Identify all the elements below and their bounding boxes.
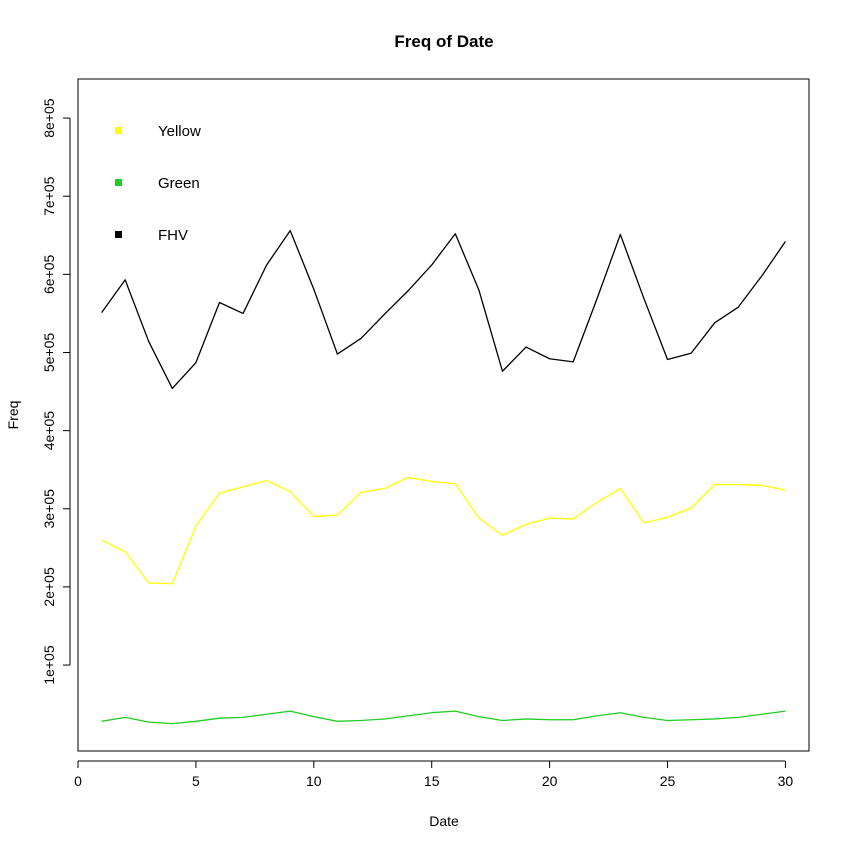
y-tick-label: 3e+05	[41, 489, 57, 529]
y-tick-label: 2e+05	[41, 567, 57, 607]
legend-swatch-green	[115, 179, 122, 186]
x-tick-label: 10	[306, 773, 322, 789]
y-axis: 1e+05 2e+05 3e+05 4e+05 5e+05 6e+05 7e+05 8e+05	[41, 98, 71, 685]
x-axis-label: Date	[429, 813, 459, 829]
x-tick-label: 20	[542, 773, 558, 789]
series-line-yellow	[101, 476, 786, 585]
legend-label-green: Green	[158, 175, 200, 192]
chart-title: Freq of Date	[394, 32, 493, 51]
legend-swatch-fhv	[115, 231, 122, 238]
x-tick-label: 5	[192, 773, 200, 789]
legend-label-yellow: Yellow	[158, 123, 201, 140]
legend-label-fhv: FHV	[158, 227, 188, 244]
y-tick-label: 6e+05	[41, 254, 57, 294]
series-line-green	[101, 710, 786, 725]
x-tick-label: 25	[660, 773, 676, 789]
y-tick-label: 4e+05	[41, 411, 57, 451]
y-tick-label: 5e+05	[41, 333, 57, 373]
y-tick-label: 1e+05	[41, 645, 57, 685]
x-tick-label: 0	[74, 773, 82, 789]
y-tick-label: 7e+05	[41, 176, 57, 216]
x-axis: 0 5 10 15 20 25 30	[74, 760, 794, 789]
series-line-fhv	[101, 229, 786, 390]
y-tick-label: 8e+05	[41, 98, 57, 138]
y-axis-label: Freq	[5, 401, 21, 430]
x-tick-label: 15	[424, 773, 440, 789]
legend: Yellow Green FHV	[115, 123, 201, 244]
x-tick-label: 30	[778, 773, 794, 789]
legend-swatch-yellow	[115, 127, 122, 134]
series-layer	[101, 229, 786, 725]
plot-frame	[77, 78, 810, 752]
